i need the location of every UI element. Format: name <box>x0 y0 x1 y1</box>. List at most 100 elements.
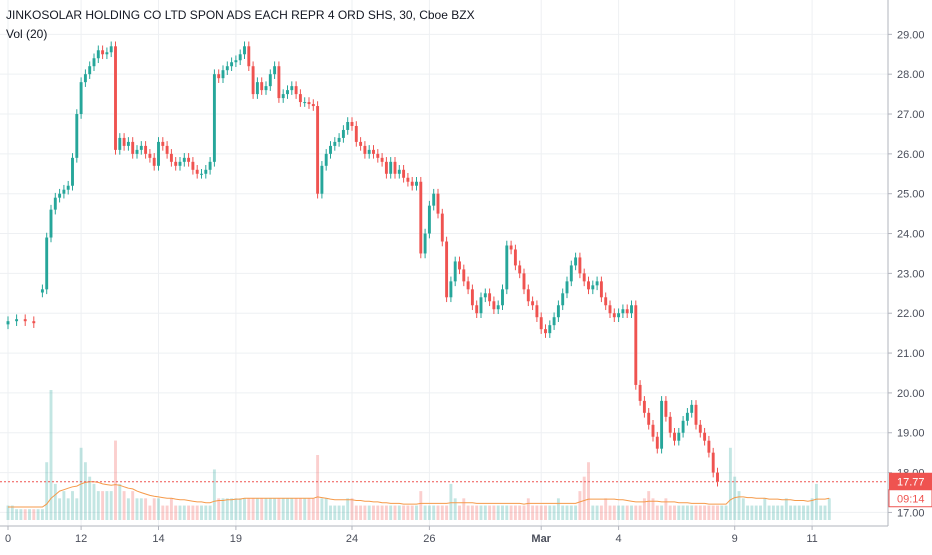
current-price-label: 17.77 <box>897 477 925 489</box>
volume-bar <box>720 505 724 520</box>
volume-bar <box>389 505 393 520</box>
candle-body <box>505 245 509 290</box>
volume-bar <box>419 491 423 520</box>
volume-bar <box>440 505 444 520</box>
volume-bar <box>810 498 814 520</box>
candle-body <box>466 281 470 290</box>
volume-bar <box>174 505 178 520</box>
candle-body <box>320 165 324 194</box>
candle-body <box>101 50 105 55</box>
candle-body <box>62 189 66 194</box>
candle-body <box>88 66 92 75</box>
volume-bar <box>703 505 707 520</box>
volume-bar <box>23 509 27 520</box>
price-tick-label: 20.00 <box>897 388 925 400</box>
candle-body <box>681 420 685 433</box>
volume-bar <box>157 498 160 520</box>
volume-bar <box>75 498 79 520</box>
candle-body <box>634 305 638 385</box>
price-tick-label: 17.00 <box>897 507 925 519</box>
candle-body <box>587 281 590 290</box>
candle-body <box>324 153 328 166</box>
candle-body <box>647 412 651 425</box>
candle-body <box>479 297 483 314</box>
volume-bar <box>311 498 315 520</box>
volume-bar <box>126 498 130 520</box>
volume-bar <box>591 505 595 520</box>
candle-body <box>612 313 616 318</box>
volume-bar <box>260 498 264 520</box>
volume-bar <box>58 498 62 520</box>
candle-body <box>445 241 449 298</box>
volume-bar <box>212 469 216 520</box>
candle-body <box>415 181 418 186</box>
volume-bar <box>290 498 294 520</box>
candle-body <box>707 440 711 453</box>
candle-body <box>66 185 70 190</box>
candle-body <box>397 169 401 174</box>
volume-bar <box>728 447 732 520</box>
candle-body <box>690 404 694 413</box>
volume-bar <box>423 505 427 520</box>
volume-bar <box>393 505 397 520</box>
volume-bar <box>49 390 53 520</box>
volume-bar <box>268 498 272 520</box>
candle-body <box>200 173 203 175</box>
time-tick-label: 14 <box>152 533 164 545</box>
volume-bar <box>483 505 487 520</box>
candle-body <box>526 289 530 302</box>
price-axis-background <box>888 0 932 550</box>
volume-bar <box>475 505 479 520</box>
volume-bar <box>109 491 113 520</box>
candle-body <box>513 249 517 266</box>
candle-body <box>432 193 436 206</box>
candle-body <box>561 293 565 306</box>
candle-body <box>23 319 27 322</box>
volume-bar <box>367 505 371 520</box>
candle-body <box>582 273 586 282</box>
candle-body <box>664 400 668 417</box>
candle-body <box>604 297 608 306</box>
volume-bar <box>92 483 96 520</box>
volume-bar <box>139 498 143 520</box>
volume-bar <box>814 483 818 520</box>
candle-body <box>268 74 272 87</box>
price-tick-label: 26.00 <box>897 149 925 161</box>
volume-bar <box>634 505 638 520</box>
volume-bar <box>251 498 255 520</box>
candle-body <box>109 46 113 53</box>
volume-bar <box>522 505 526 520</box>
candle-body <box>333 141 337 146</box>
volume-bar <box>225 498 229 520</box>
volume-bar <box>771 505 775 520</box>
volume-bar <box>350 498 354 520</box>
volume-bar <box>750 505 754 520</box>
volume-bar <box>733 476 737 520</box>
volume-bar <box>668 505 672 520</box>
volume-ma-line <box>8 481 830 508</box>
candle-body <box>53 197 57 210</box>
candle-body <box>625 309 629 314</box>
candle-body <box>591 285 595 290</box>
candle-body <box>217 74 221 79</box>
volume-bar <box>556 498 560 520</box>
volume-bar <box>273 498 277 520</box>
candle-body <box>286 90 289 95</box>
candle-body <box>32 321 36 324</box>
volume-bar <box>316 455 320 520</box>
volume-bar <box>453 498 457 520</box>
volume-bar <box>595 505 599 520</box>
candle-body <box>165 145 169 154</box>
volume-bar <box>582 476 586 520</box>
candle-body <box>548 325 552 334</box>
candle-body <box>539 317 543 330</box>
price-tick-label: 27.00 <box>897 109 925 121</box>
volume-bar <box>88 476 92 520</box>
candle-body <box>316 106 320 194</box>
volume-bar <box>221 498 225 520</box>
candle-body <box>427 205 431 234</box>
candle-body <box>376 153 380 158</box>
volume-bar <box>793 505 797 520</box>
volume-bar <box>604 498 608 520</box>
